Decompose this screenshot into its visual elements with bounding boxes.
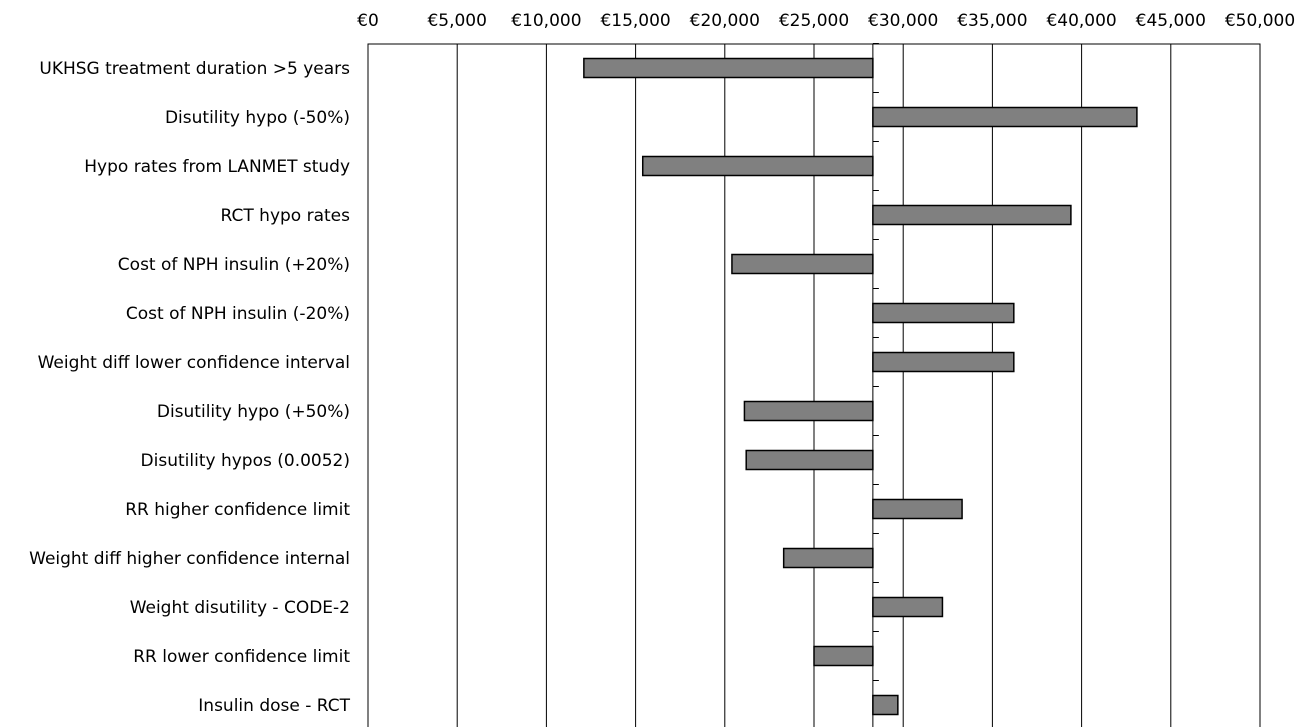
category-label: Disutility hypo (+50%) bbox=[157, 402, 350, 422]
category-label: Cost of NPH insulin (+20%) bbox=[118, 255, 350, 275]
x-tick-labels: €0 €5,000 €10,000 €15,000 €20,000 €25,000 €30,… bbox=[357, 11, 1295, 31]
bar bbox=[782, 547, 874, 569]
bar bbox=[872, 106, 1138, 128]
x-tick-label: €50,000 bbox=[1225, 11, 1295, 31]
bar bbox=[872, 351, 1015, 373]
x-tick-label: €15,000 bbox=[600, 11, 670, 31]
category-labels: UKHSG treatment duration >5 years Disutil… bbox=[29, 59, 350, 716]
bar bbox=[872, 596, 944, 618]
axes bbox=[367, 43, 1261, 727]
plot-frame bbox=[367, 43, 1261, 727]
bar bbox=[731, 253, 874, 275]
bar bbox=[872, 498, 963, 520]
x-tick-label: €5,000 bbox=[427, 11, 486, 31]
x-tick-label: €40,000 bbox=[1046, 11, 1116, 31]
category-label: Hypo rates from LANMET study bbox=[84, 157, 350, 177]
category-label: Disutility hypos (0.0052) bbox=[141, 451, 350, 471]
bar bbox=[641, 155, 874, 177]
category-label: Insulin dose - RCT bbox=[198, 696, 350, 716]
gridlines bbox=[456, 44, 1172, 727]
category-label: Weight diff lower confidence interval bbox=[38, 353, 350, 373]
bar bbox=[872, 204, 1072, 226]
x-tick-label: €25,000 bbox=[779, 11, 849, 31]
bar bbox=[583, 57, 874, 79]
bar bbox=[872, 694, 899, 716]
category-label: UKHSG treatment duration >5 years bbox=[39, 59, 350, 79]
bar bbox=[745, 449, 874, 471]
bar bbox=[872, 302, 1015, 324]
category-label: Cost of NPH insulin (-20%) bbox=[126, 304, 350, 324]
category-label: Disutility hypo (-50%) bbox=[165, 108, 350, 128]
x-tick-label: €10,000 bbox=[511, 11, 581, 31]
category-label: RR lower confidence limit bbox=[133, 647, 350, 667]
x-tick-label: €0 bbox=[357, 11, 379, 31]
bar bbox=[813, 645, 874, 667]
x-tick-label: €30,000 bbox=[868, 11, 938, 31]
category-label: RR higher confidence limit bbox=[125, 500, 350, 520]
category-label: Weight diff higher confidence internal bbox=[29, 549, 350, 569]
x-tick-label: €20,000 bbox=[690, 11, 760, 31]
category-label: RCT hypo rates bbox=[221, 206, 351, 226]
category-label: Weight disutility - CODE-2 bbox=[130, 598, 350, 618]
x-tick-label: €45,000 bbox=[1136, 11, 1206, 31]
x-tick-label: €35,000 bbox=[957, 11, 1027, 31]
bars bbox=[583, 57, 1138, 716]
bar bbox=[743, 400, 874, 422]
